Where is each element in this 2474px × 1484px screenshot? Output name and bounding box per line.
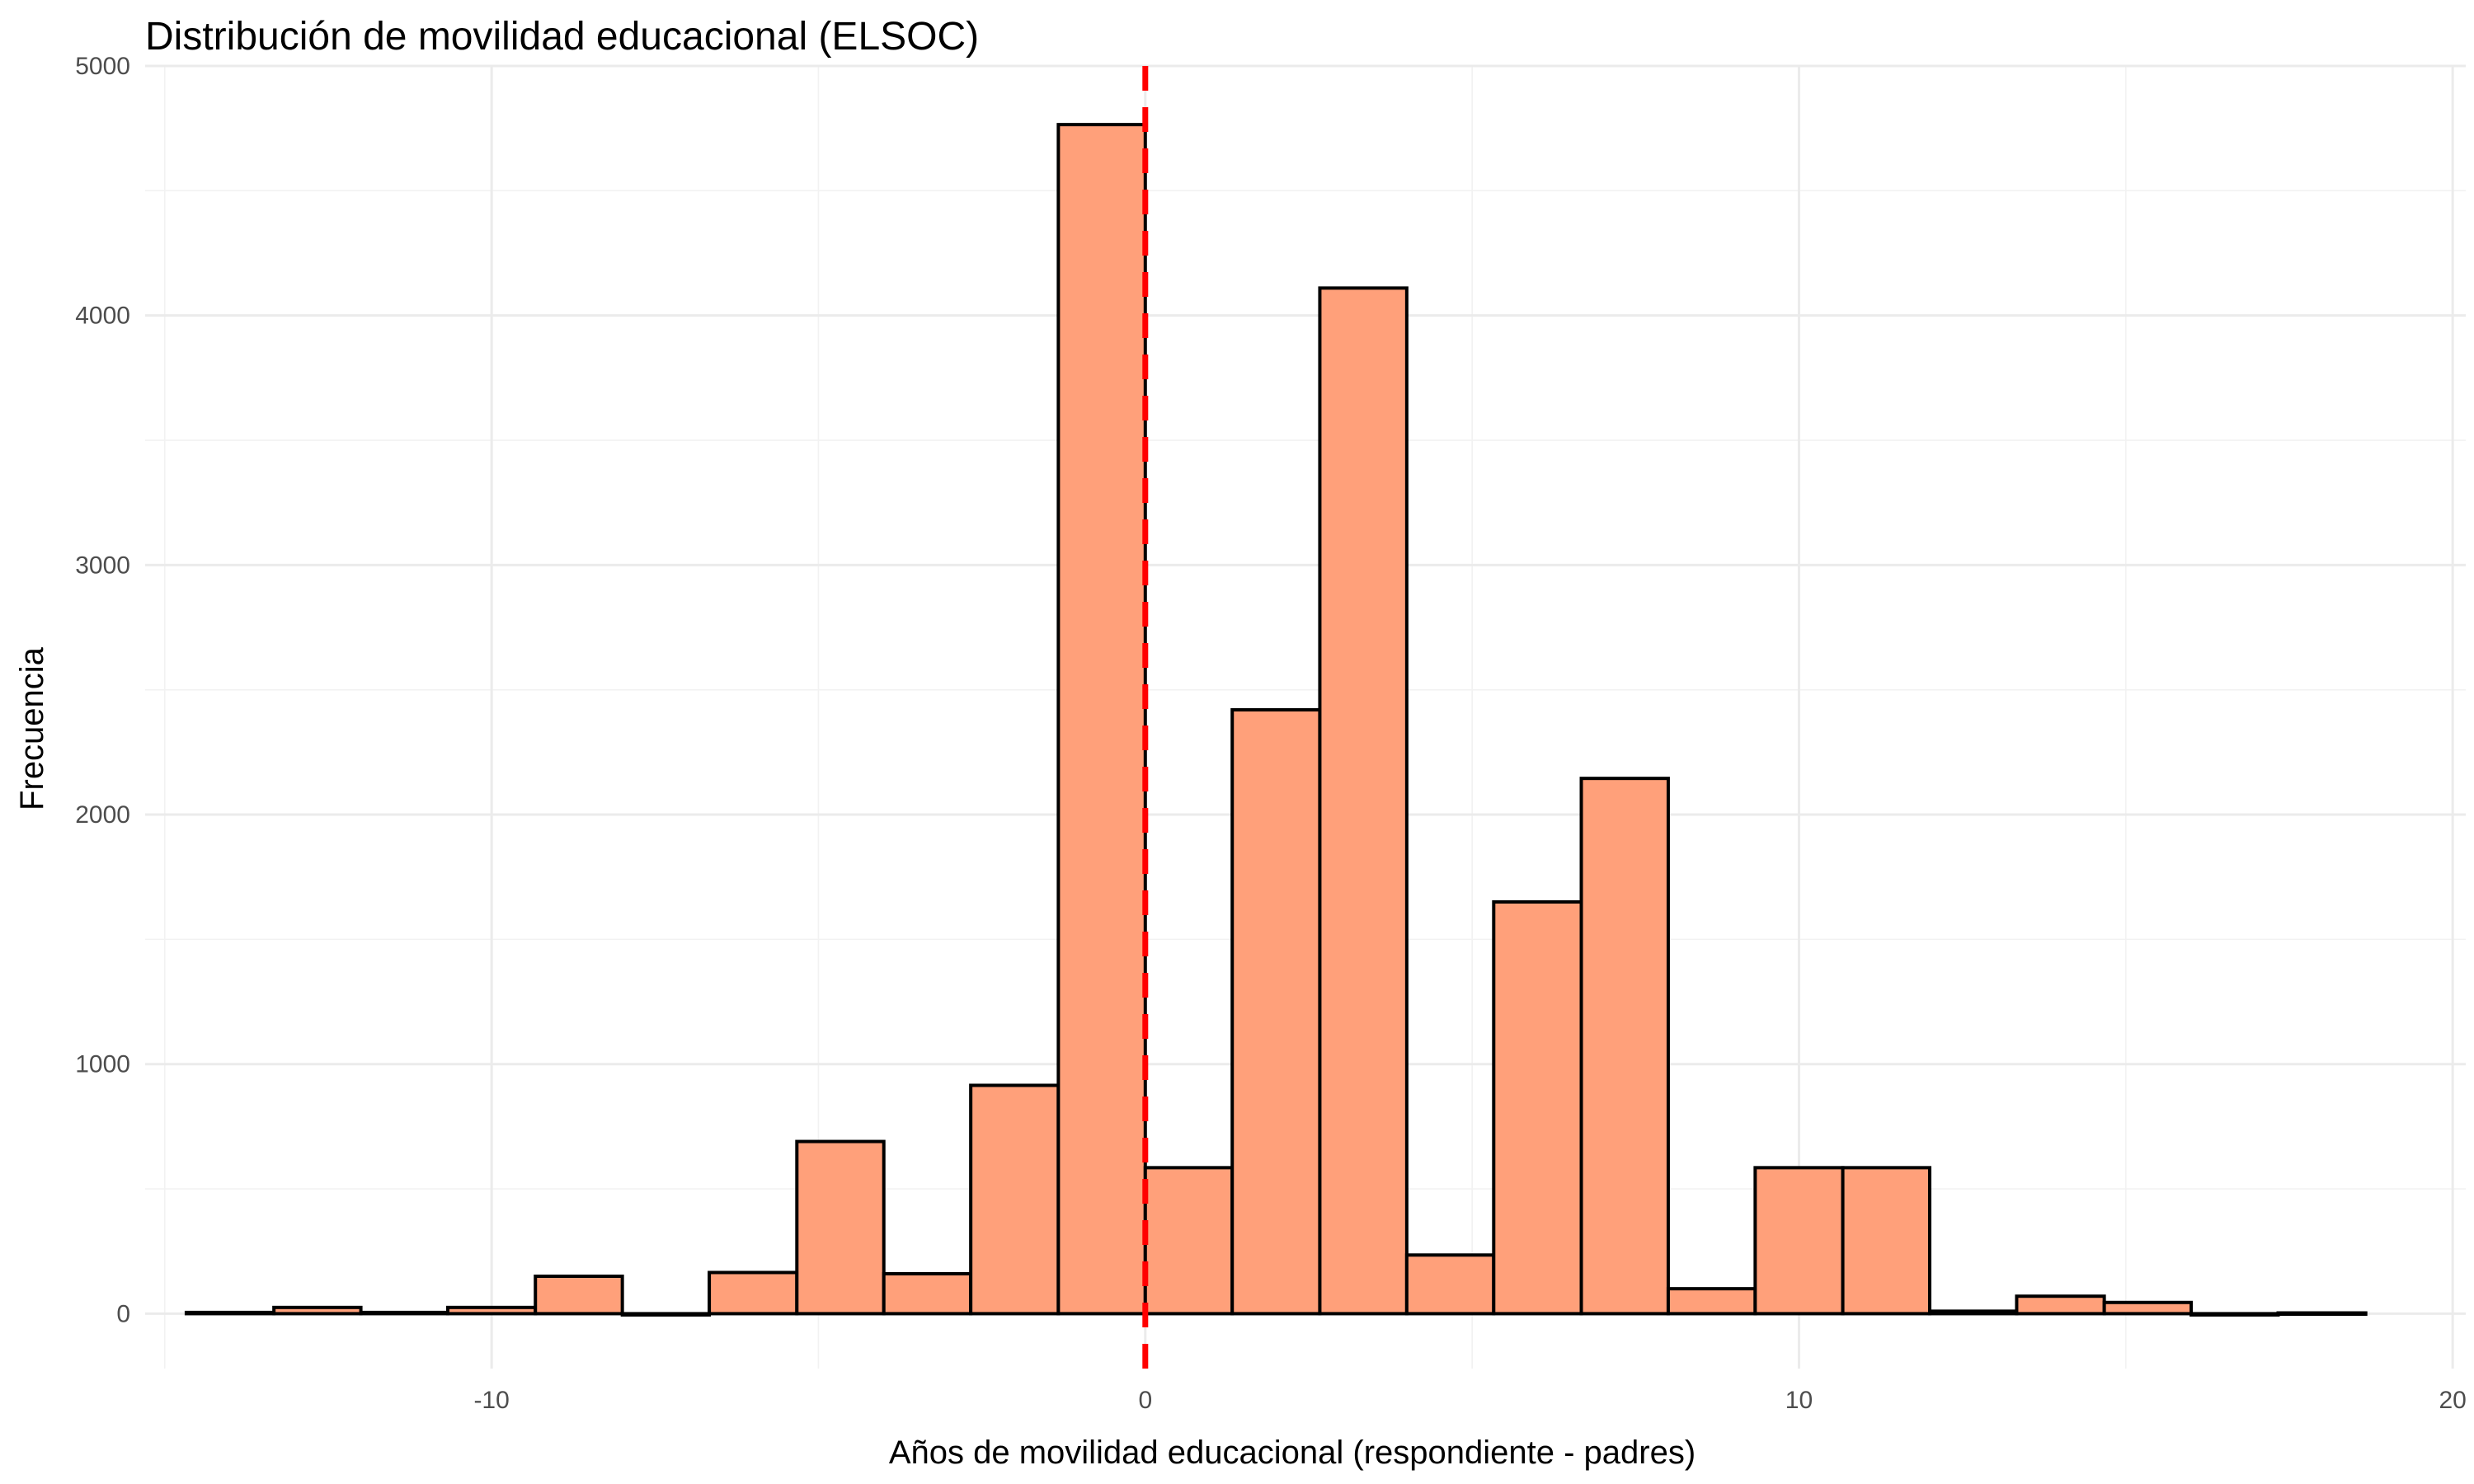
histogram-bar — [1056, 123, 1147, 1316]
histogram-bar — [1928, 1309, 2019, 1316]
histogram-bar — [708, 1270, 799, 1316]
histogram-bar — [2189, 1312, 2280, 1317]
y-tick-label: 2000 — [75, 801, 130, 829]
y-axis-title: Frecuencia — [14, 646, 50, 810]
histogram-bar — [1666, 1287, 1757, 1316]
histogram-bar — [969, 1083, 1061, 1316]
y-tick-label: 5000 — [75, 53, 130, 80]
histogram-bar — [184, 1310, 276, 1316]
y-tick-label: 1000 — [75, 1051, 130, 1078]
histogram-bar — [1492, 899, 1583, 1316]
y-tick-label: 0 — [116, 1300, 130, 1327]
histogram-bars — [184, 123, 2368, 1317]
histogram-bar — [620, 1312, 712, 1317]
histogram-bar — [359, 1310, 450, 1316]
histogram-bar — [1143, 1166, 1235, 1316]
histogram-bar — [534, 1275, 624, 1316]
histogram-bar — [272, 1305, 363, 1316]
histogram-bar — [882, 1271, 973, 1316]
x-tick-label: 0 — [1138, 1387, 1152, 1414]
y-tick-label: 3000 — [75, 552, 130, 579]
y-axis-ticks: 0 1000 2000 3000 4000 5000 — [75, 53, 130, 1327]
histogram-bar — [1318, 286, 1409, 1316]
histogram-bar — [2015, 1294, 2106, 1316]
histogram-bar — [446, 1305, 538, 1316]
y-tick-label: 4000 — [75, 303, 130, 330]
x-axis-title: Años de movilidad educacional (respondie… — [889, 1435, 1696, 1471]
histogram-bar — [1579, 777, 1670, 1316]
histogram-bar — [2102, 1300, 2194, 1316]
histogram-bar — [1230, 707, 1322, 1316]
histogram-bar — [1841, 1166, 1932, 1316]
histogram-bar — [2276, 1311, 2368, 1317]
histogram-bar — [1753, 1166, 1845, 1316]
chart-title: Distribución de movilidad educacional (E… — [145, 15, 979, 59]
x-tick-label: 20 — [2439, 1387, 2466, 1414]
histogram-bar — [795, 1139, 886, 1316]
histogram-bar — [1404, 1253, 1496, 1316]
x-tick-label: -10 — [473, 1387, 509, 1414]
x-axis-ticks: -10 0 10 20 — [473, 1387, 2466, 1414]
x-tick-label: 10 — [1785, 1387, 1813, 1414]
